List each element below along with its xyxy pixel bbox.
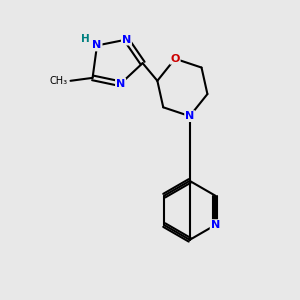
- Text: N: N: [92, 40, 102, 50]
- Text: H: H: [81, 34, 90, 44]
- Text: N: N: [211, 220, 220, 230]
- Text: CH₃: CH₃: [50, 76, 68, 86]
- Text: O: O: [170, 54, 180, 64]
- Text: N: N: [185, 111, 194, 121]
- Text: N: N: [116, 79, 125, 89]
- Text: N: N: [122, 34, 131, 45]
